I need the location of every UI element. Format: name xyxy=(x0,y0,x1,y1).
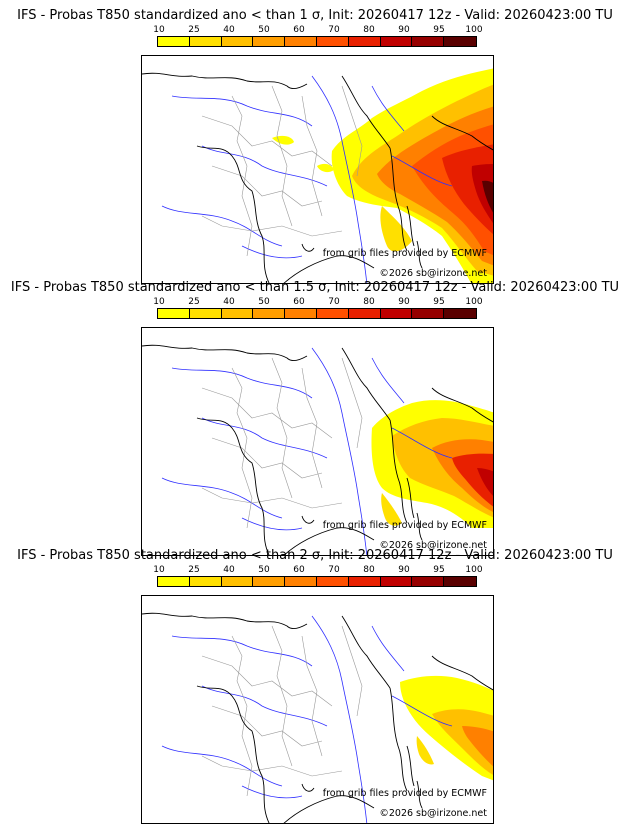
tick-label: 100 xyxy=(465,297,483,307)
region-borders xyxy=(201,625,363,797)
map-panel-1: IFS - Probas T850 standardized ano < tha… xyxy=(0,8,630,284)
tick-label: 60 xyxy=(293,25,305,35)
colorbar-segment xyxy=(158,577,190,586)
tick-label: 10 xyxy=(153,565,165,575)
source-credit: from grib files provided by ECMWF xyxy=(322,788,487,799)
tick-label: 40 xyxy=(223,25,235,35)
source-credit: from grib files provided by ECMWF xyxy=(322,248,487,259)
colorbar-segment xyxy=(221,577,254,586)
colorbar-ticks: 10 25 40 50 60 70 80 90 95 100 xyxy=(153,565,482,575)
colorbar xyxy=(157,36,477,47)
colorbar-segment xyxy=(380,309,413,318)
copyright-credit: ©2026 sb@irizone.net xyxy=(379,540,487,551)
coastlines xyxy=(142,612,493,823)
tick-label: 80 xyxy=(363,565,375,575)
probability-map: from grib files provided by ECMWF ©2026 … xyxy=(141,595,494,824)
rivers xyxy=(161,75,453,283)
tick-label: 70 xyxy=(328,297,340,307)
rivers xyxy=(161,347,453,555)
copyright-credit: ©2026 sb@irizone.net xyxy=(379,268,487,279)
colorbar xyxy=(157,576,477,587)
tick-label: 100 xyxy=(465,565,483,575)
colorbar xyxy=(157,308,477,319)
tick-label: 50 xyxy=(258,565,270,575)
colorbar-segment xyxy=(316,37,349,46)
tick-label: 60 xyxy=(293,297,305,307)
coastlines xyxy=(142,72,493,283)
colorbar-segment xyxy=(189,309,222,318)
tick-label: 70 xyxy=(328,565,340,575)
map-svg xyxy=(142,68,493,283)
tick-label: 90 xyxy=(398,297,410,307)
colorbar-segment xyxy=(348,309,381,318)
tick-label: 80 xyxy=(363,25,375,35)
map-panel-3: IFS - Probas T850 standardized ano < tha… xyxy=(0,548,630,824)
rivers xyxy=(161,615,453,823)
tick-label: 25 xyxy=(188,25,200,35)
tick-label: 95 xyxy=(433,565,445,575)
colorbar-segment xyxy=(316,577,349,586)
colorbar-segment xyxy=(412,37,445,46)
tick-label: 95 xyxy=(433,25,445,35)
tick-label: 90 xyxy=(398,565,410,575)
panel-title: IFS - Probas T850 standardized ano < tha… xyxy=(10,280,620,295)
tick-label: 10 xyxy=(153,297,165,307)
tick-label: 90 xyxy=(398,25,410,35)
colorbar-segment xyxy=(189,577,222,586)
tick-label: 40 xyxy=(223,565,235,575)
map-svg xyxy=(142,344,493,555)
colorbar-segment xyxy=(444,577,476,586)
tick-label: 50 xyxy=(258,297,270,307)
colorbar-segment xyxy=(285,577,317,586)
colorbar-segment xyxy=(444,309,476,318)
colorbar-segment xyxy=(253,577,286,586)
colorbar-segment xyxy=(444,37,476,46)
colorbar-segment xyxy=(158,37,190,46)
colorbar-ticks: 10 25 40 50 60 70 80 90 95 100 xyxy=(153,297,482,307)
colorbar-segment xyxy=(316,309,349,318)
probability-shading xyxy=(272,68,493,283)
tick-label: 95 xyxy=(433,297,445,307)
probability-shading xyxy=(400,675,493,781)
map-svg xyxy=(142,612,493,823)
tick-label: 40 xyxy=(223,297,235,307)
tick-label: 60 xyxy=(293,565,305,575)
tick-label: 25 xyxy=(188,565,200,575)
source-credit: from grib files provided by ECMWF xyxy=(322,520,487,531)
colorbar-segment xyxy=(412,309,445,318)
tick-label: 70 xyxy=(328,25,340,35)
colorbar-segment xyxy=(253,37,286,46)
colorbar-segment xyxy=(348,577,381,586)
colorbar-segment xyxy=(253,309,286,318)
region-borders xyxy=(201,85,363,257)
colorbar-segment xyxy=(380,37,413,46)
panel-title: IFS - Probas T850 standardized ano < tha… xyxy=(17,548,613,563)
tick-label: 50 xyxy=(258,25,270,35)
tick-label: 100 xyxy=(465,25,483,35)
map-panel-2: IFS - Probas T850 standardized ano < tha… xyxy=(0,280,630,556)
colorbar-segment xyxy=(348,37,381,46)
probability-map: from grib files provided by ECMWF ©2026 … xyxy=(141,327,494,556)
colorbar-segment xyxy=(221,309,254,318)
colorbar-segment xyxy=(285,37,317,46)
colorbar-ticks: 10 25 40 50 60 70 80 90 95 100 xyxy=(153,25,482,35)
tick-label: 25 xyxy=(188,297,200,307)
colorbar-segment xyxy=(189,37,222,46)
tick-label: 80 xyxy=(363,297,375,307)
tick-label: 10 xyxy=(153,25,165,35)
colorbar-segment xyxy=(158,309,190,318)
colorbar-segment xyxy=(221,37,254,46)
copyright-credit: ©2026 sb@irizone.net xyxy=(379,808,487,819)
colorbar-segment xyxy=(380,577,413,586)
colorbar-segment xyxy=(285,309,317,318)
colorbar-segment xyxy=(412,577,445,586)
region-borders xyxy=(201,357,363,529)
coastlines xyxy=(142,344,493,555)
panel-title: IFS - Probas T850 standardized ano < tha… xyxy=(17,8,613,23)
probability-map: from grib files provided by ECMWF ©2026 … xyxy=(141,55,494,284)
